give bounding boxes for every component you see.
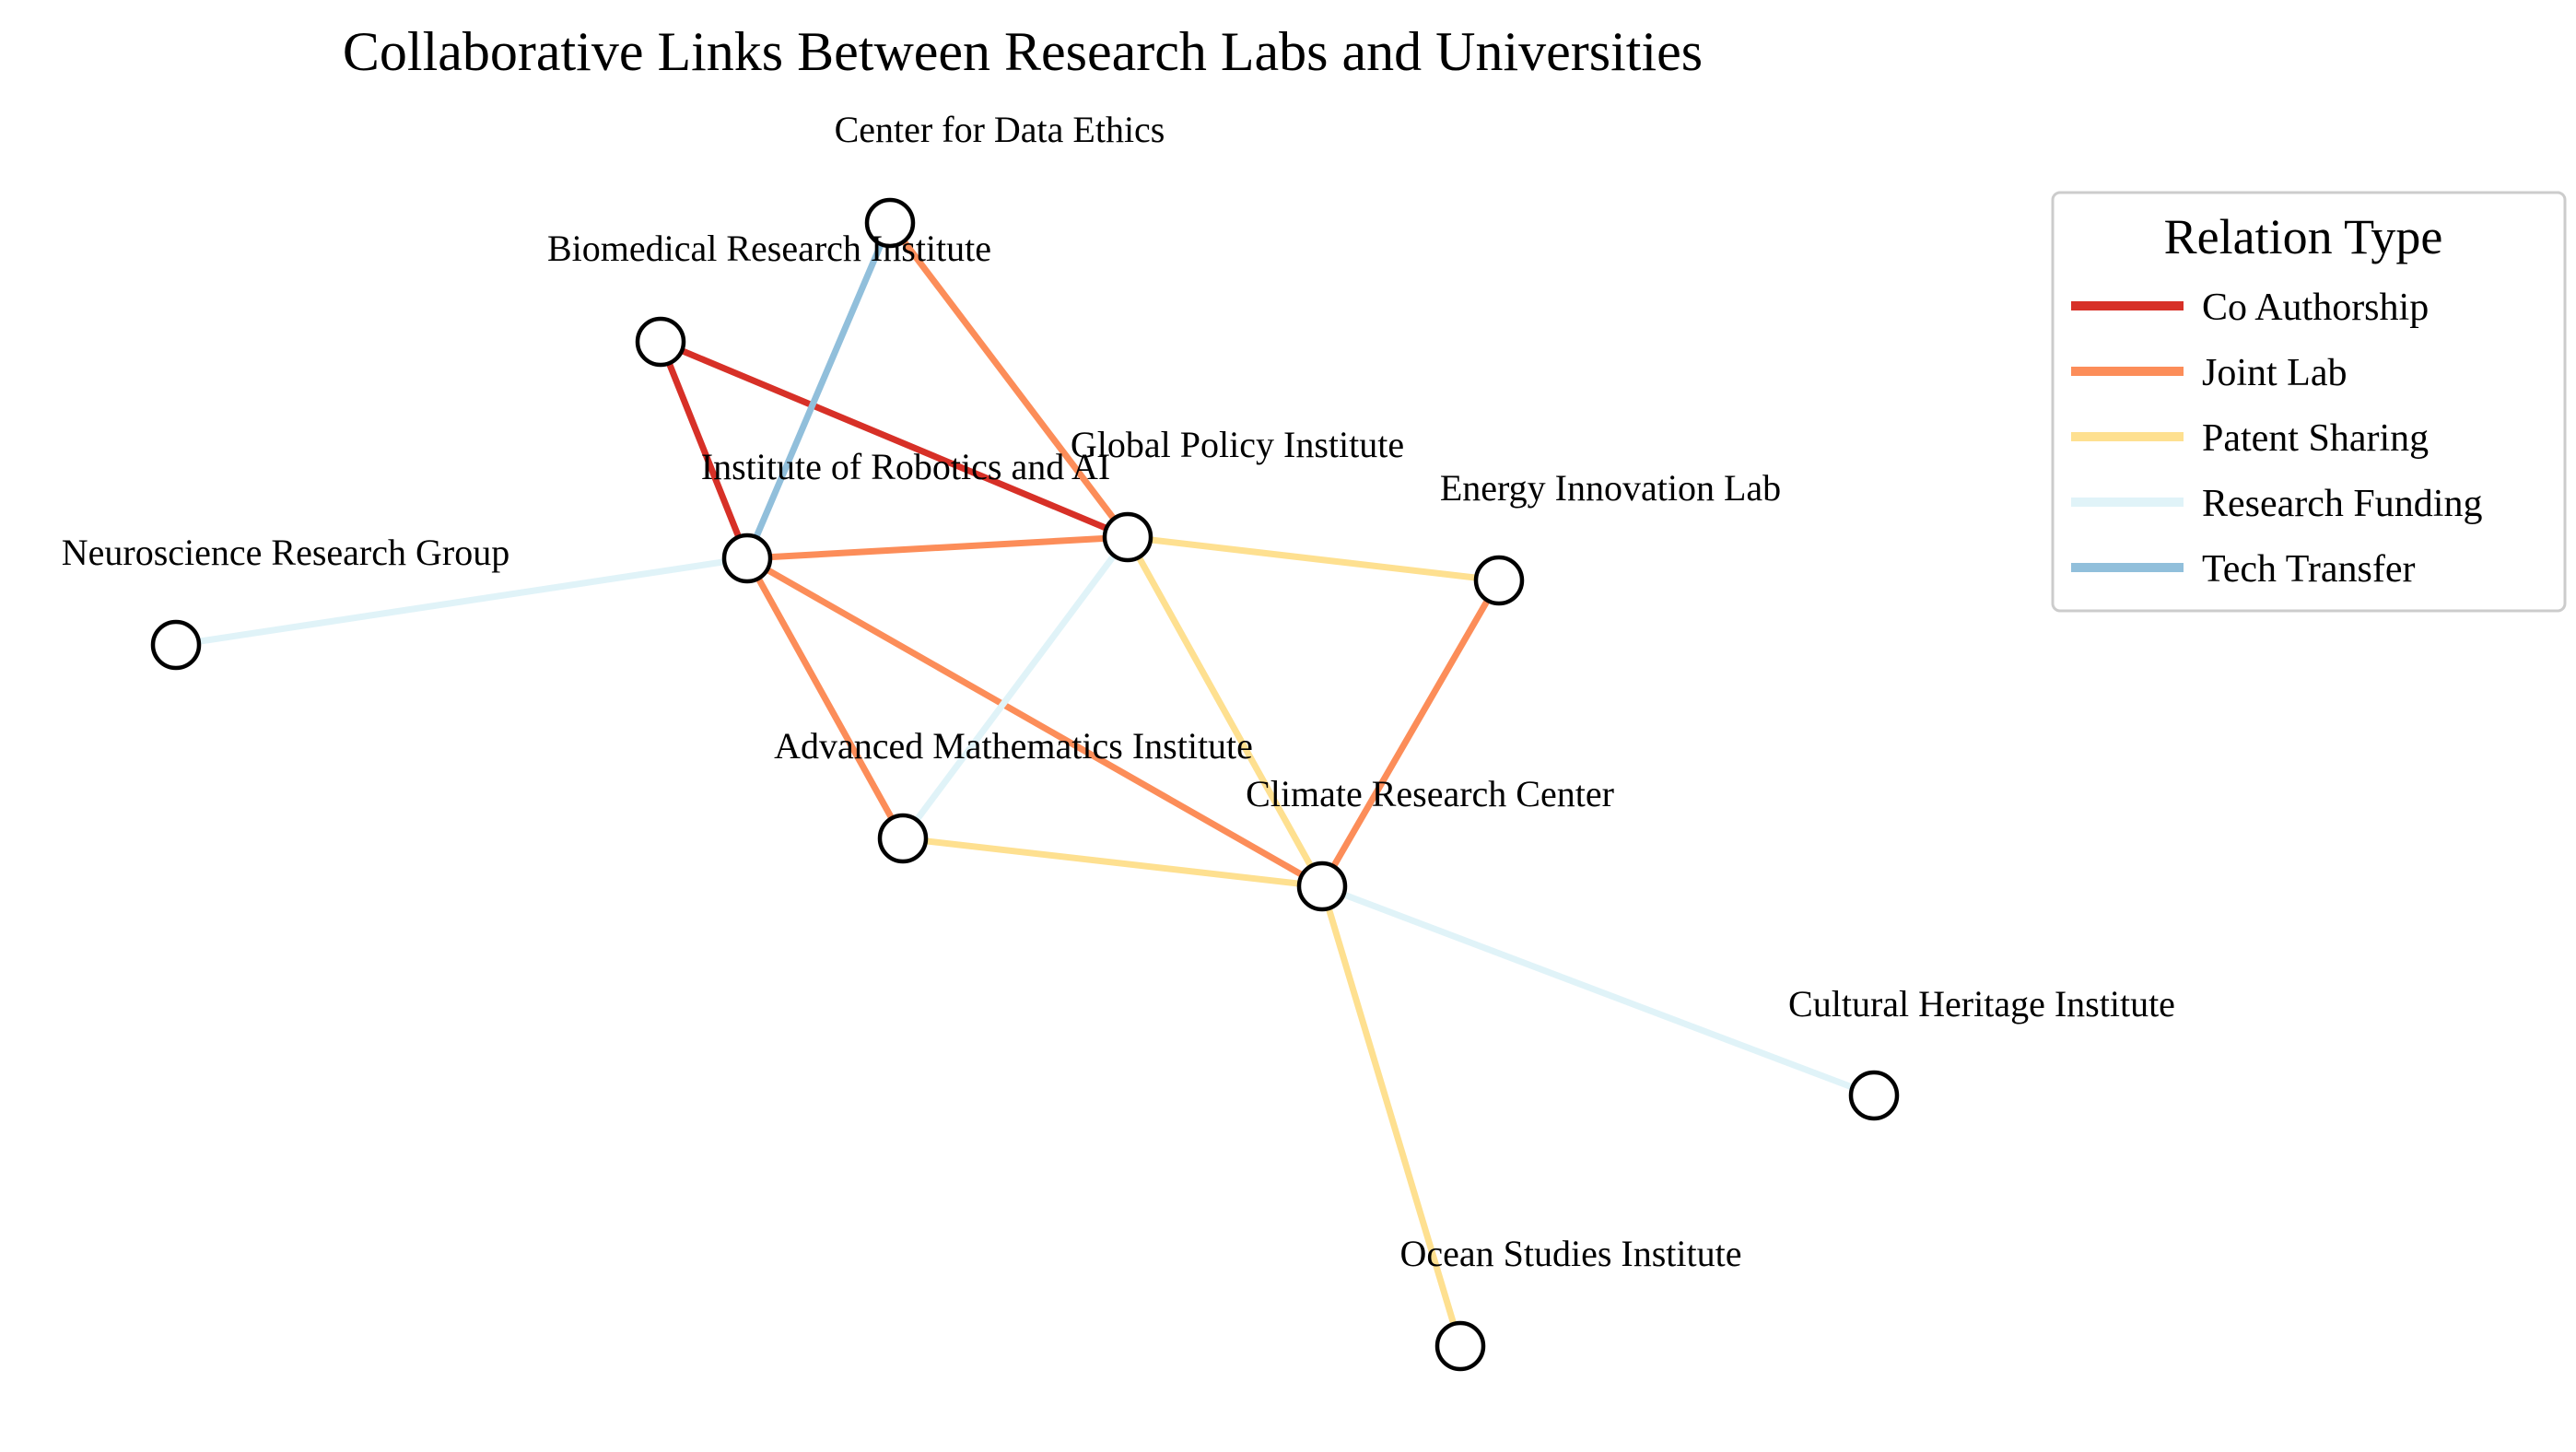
edge-cde-gpi: [887, 220, 1130, 540]
edge-crc-osi: [1318, 884, 1464, 1348]
node-label-ira: Institute of Robotics and AI: [701, 446, 1110, 487]
edge-ira-ami: [744, 556, 907, 840]
edge-bri-ira: [657, 340, 751, 560]
node-chi: [1848, 1070, 1900, 1121]
legend-label-patent_sharing: Patent Sharing: [2202, 417, 2429, 460]
legend-label-joint_lab: Joint Lab: [2202, 352, 2347, 394]
edge-layer: [175, 220, 1876, 1348]
node-label-cde: Center for Data Ethics: [835, 109, 1165, 150]
node-label-osi: Ocean Studies Institute: [1399, 1233, 1741, 1274]
label-layer: Center for Data Ethics Biomedical Researc…: [62, 109, 2175, 1274]
node-label-ami: Advanced Mathematics Institute: [774, 725, 1253, 767]
node-nrg: [150, 619, 202, 671]
node-cde: [864, 197, 916, 249]
edge-ira-crc: [745, 555, 1324, 890]
chart-title: Collaborative Links Between Research Lab…: [343, 21, 1703, 82]
edge-gpi-ami: [900, 534, 1130, 841]
edge-cde-ira: [744, 221, 894, 560]
legend-title: Relation Type: [2164, 209, 2443, 264]
edge-gpi-crc: [1124, 535, 1326, 888]
legend-label-co_authorship: Co Authorship: [2202, 287, 2429, 329]
node-label-crc: Climate Research Center: [1246, 773, 1614, 814]
node-label-chi: Cultural Heritage Institute: [1788, 983, 2175, 1025]
node-ami: [877, 813, 929, 864]
node-ira: [721, 533, 773, 584]
edge-ira-nrg: [175, 555, 748, 649]
edge-crc-chi: [1320, 883, 1876, 1099]
node-label-nrg: Neuroscience Research Group: [62, 532, 509, 573]
legend-label-tech_transfer: Tech Transfer: [2202, 548, 2416, 591]
legend: Relation Type Co Authorship Joint Lab Pate…: [2051, 191, 2567, 613]
edge-gpi-eil: [1127, 533, 1500, 584]
legend-label-research_funding: Research Funding: [2202, 483, 2482, 525]
node-bri: [635, 316, 686, 368]
edge-ira-gpi: [746, 533, 1129, 562]
node-osi: [1434, 1320, 1486, 1372]
node-crc: [1296, 861, 1348, 912]
edge-bri-gpi: [659, 338, 1130, 541]
node-label-bri: Biomedical Research Institute: [547, 228, 991, 269]
node-eil: [1473, 555, 1525, 606]
edge-ami-crc: [902, 835, 1323, 890]
node-layer: [150, 197, 1900, 1372]
edge-eil-crc: [1318, 579, 1503, 888]
node-label-eil: Energy Innovation Lab: [1440, 467, 1781, 509]
node-gpi: [1102, 511, 1153, 563]
node-label-gpi: Global Policy Institute: [1071, 424, 1404, 465]
